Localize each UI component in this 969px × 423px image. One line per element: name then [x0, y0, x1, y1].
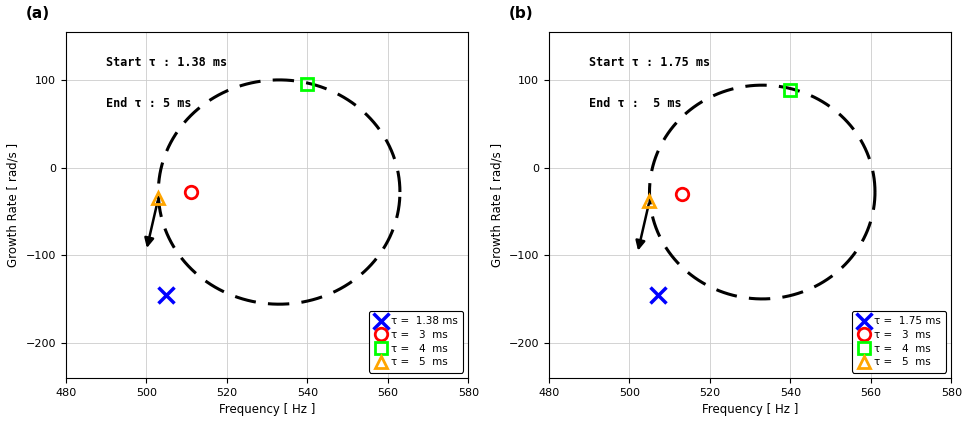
Y-axis label: Growth Rate [ rad/s ]: Growth Rate [ rad/s ] — [490, 143, 503, 267]
Text: End τ :  5 ms: End τ : 5 ms — [589, 97, 682, 110]
Text: Start τ : 1.75 ms: Start τ : 1.75 ms — [589, 56, 710, 69]
Text: End τ : 5 ms: End τ : 5 ms — [106, 97, 192, 110]
Text: (b): (b) — [509, 6, 533, 21]
X-axis label: Frequency [ Hz ]: Frequency [ Hz ] — [702, 403, 798, 416]
Legend: τ =  1.38 ms, τ =   3  ms, τ =   4  ms, τ =   5  ms: τ = 1.38 ms, τ = 3 ms, τ = 4 ms, τ = 5 m… — [369, 311, 463, 373]
Legend: τ =  1.75 ms, τ =   3  ms, τ =   4  ms, τ =   5  ms: τ = 1.75 ms, τ = 3 ms, τ = 4 ms, τ = 5 m… — [853, 311, 947, 373]
X-axis label: Frequency [ Hz ]: Frequency [ Hz ] — [219, 403, 315, 416]
Text: (a): (a) — [25, 6, 49, 21]
Text: Start τ : 1.38 ms: Start τ : 1.38 ms — [106, 56, 227, 69]
Y-axis label: Growth Rate [ rad/s ]: Growth Rate [ rad/s ] — [7, 143, 20, 267]
